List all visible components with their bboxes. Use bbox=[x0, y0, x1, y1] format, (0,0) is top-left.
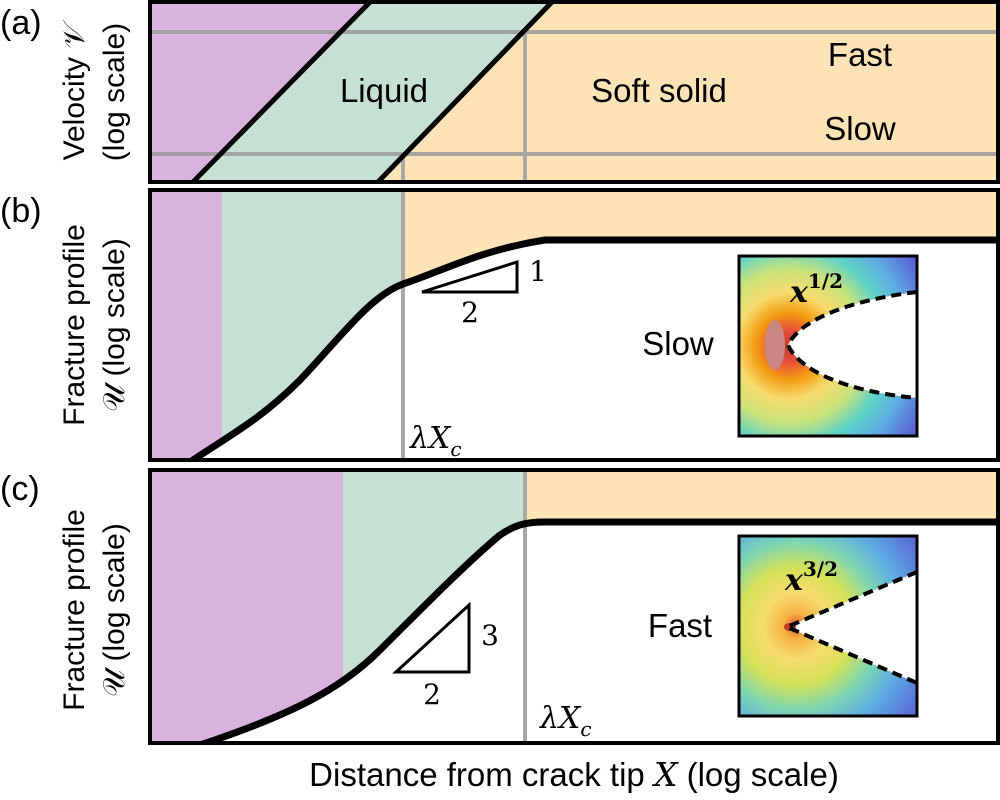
panel-a-letter: (a) bbox=[0, 4, 42, 42]
panel-c-letter: (c) bbox=[0, 470, 40, 508]
slope-triangle-c bbox=[392, 601, 471, 674]
panel-a bbox=[150, 2, 998, 182]
inset-slow-label: Slow bbox=[642, 325, 714, 362]
slope-run-c: 2 bbox=[423, 678, 441, 711]
lambda-xc-label-c: λXc bbox=[539, 701, 592, 741]
inset-slow-power-label: x1/2 bbox=[789, 269, 843, 310]
panel-a-purple-region bbox=[150, 2, 370, 182]
fracture-profile-curve-c bbox=[198, 518, 998, 743]
slope-triangle-b bbox=[421, 259, 519, 294]
panel-c-ylabel-line1: Fracture profile bbox=[58, 509, 91, 711]
panel-b-letter: (b) bbox=[0, 192, 42, 230]
slope-rise-c: 3 bbox=[481, 619, 499, 652]
panel-a-frame bbox=[148, 0, 1000, 184]
panel-b-frame bbox=[148, 188, 1000, 462]
fracture-profile-curve-b bbox=[188, 236, 998, 460]
panel-b-purple-region bbox=[150, 190, 222, 460]
purple-liquid-boundary bbox=[191, 2, 372, 182]
slope-run-b: 2 bbox=[461, 296, 479, 329]
inset-fast-power-label: x3/2 bbox=[784, 557, 838, 598]
liquid-label: Liquid bbox=[340, 72, 428, 109]
panel-c-frame bbox=[148, 468, 1000, 745]
fast-crack-stress-inset bbox=[737, 534, 919, 718]
inset-fast-label: Fast bbox=[648, 607, 712, 644]
panel-c-ylabel-line2: 𝒰 (log scale) bbox=[98, 523, 131, 697]
fast-label: Fast bbox=[828, 36, 892, 73]
panel-b-ylabel-line2: 𝒰 (log scale) bbox=[98, 238, 131, 412]
liquid-solid-boundary bbox=[376, 2, 554, 182]
panel-a-ylabel-line1: Velocity 𝒱 bbox=[58, 20, 91, 161]
panel-a-ylabel-line2: (log scale) bbox=[98, 23, 131, 161]
lambda-xc-label-b: λXc bbox=[409, 421, 462, 461]
x-axis-label: Distance from crack tip X (log scale) bbox=[309, 755, 839, 794]
soft-solid-label: Soft solid bbox=[591, 72, 727, 109]
slope-rise-b: 1 bbox=[529, 255, 547, 288]
panel-b-ylabel-line1: Fracture profile bbox=[58, 224, 91, 426]
slow-label: Slow bbox=[824, 110, 896, 147]
slow-crack-stress-inset bbox=[737, 254, 919, 438]
